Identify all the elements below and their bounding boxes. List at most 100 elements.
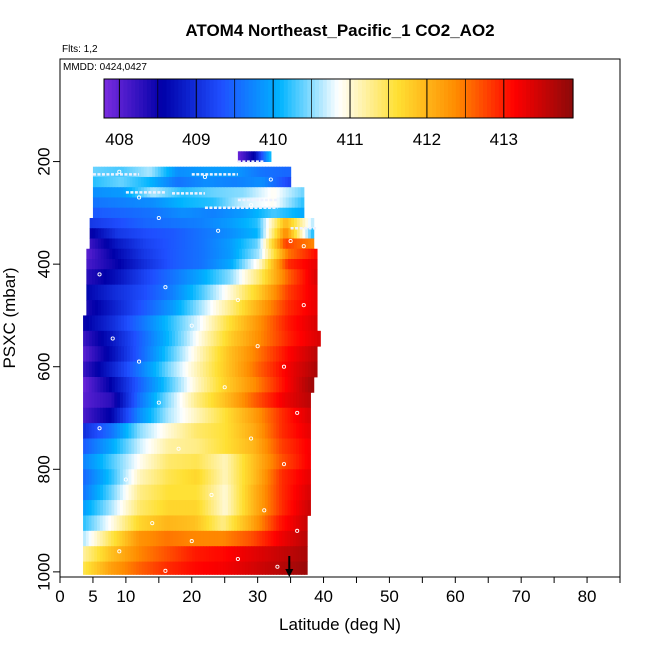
x-tick-label: 60 <box>446 587 465 606</box>
x-tick-label: 50 <box>380 587 399 606</box>
colorbar-cell <box>202 79 207 118</box>
colorbar-cell <box>464 79 469 118</box>
colorbar-cell <box>385 79 390 118</box>
colorbar-tick-label: 411 <box>336 130 363 149</box>
colorbar-cell <box>514 79 519 118</box>
colorbar-cell <box>331 79 336 118</box>
colorbar-cell <box>170 79 175 118</box>
x-tick-label: 10 <box>116 587 135 606</box>
colorbar-cell <box>534 79 539 118</box>
colorbar-cell <box>436 79 441 118</box>
heatmap-cell <box>314 362 318 378</box>
colorbar-cell <box>448 79 453 118</box>
colorbar-cell <box>127 79 132 118</box>
colorbar-cell <box>522 79 527 118</box>
y-axis: 2004006008001000 <box>35 147 61 590</box>
heatmap-cell <box>314 249 317 260</box>
colorbar-cell <box>167 79 172 118</box>
x-tick-label: 40 <box>314 587 333 606</box>
x-tick-label: 5 <box>88 587 97 606</box>
colorbar-cell <box>374 79 379 118</box>
colorbar-cell <box>530 79 535 118</box>
heatmap-cell <box>314 269 317 285</box>
colorbar-cell <box>249 79 254 118</box>
heatmap-cell <box>301 187 305 198</box>
colorbar-cell <box>163 79 168 118</box>
colorbar-cell <box>253 79 258 118</box>
colorbar-cell <box>546 79 551 118</box>
x-tick-label: 30 <box>248 587 267 606</box>
heatmap-cell <box>311 228 314 239</box>
colorbar-cell <box>542 79 547 118</box>
x-tick-label: 20 <box>182 587 201 606</box>
colorbar-cell <box>417 79 422 118</box>
colorbar-cell <box>225 79 230 118</box>
colorbar-cell <box>553 79 558 118</box>
heatmap-cell <box>308 485 311 501</box>
heatmap-cell <box>317 331 321 347</box>
x-tick-label: 70 <box>512 587 531 606</box>
heatmap-cell <box>301 208 305 219</box>
heatmap-cell <box>308 392 311 408</box>
colorbar-cell <box>370 79 375 118</box>
colorbar: 408 409 410 411 412 413 <box>104 79 574 149</box>
colorbar-cell <box>397 79 402 118</box>
colorbar-cell <box>405 79 410 118</box>
colorbar-cell <box>104 79 109 118</box>
heatmap-cell <box>311 377 314 393</box>
colorbar-cell <box>221 79 226 118</box>
colorbar-cell <box>268 79 273 118</box>
colorbar-cell <box>147 79 152 118</box>
colorbar-cell <box>186 79 191 118</box>
colorbar-cell <box>487 79 492 118</box>
colorbar-cell <box>491 79 496 118</box>
colorbar-cell <box>296 79 301 118</box>
colorbar-cell <box>421 79 426 118</box>
colorbar-cell <box>159 79 164 118</box>
colorbar-cell <box>428 79 433 118</box>
colorbar-cell <box>264 79 269 118</box>
x-axis-label: Latitude (deg N) <box>279 615 401 634</box>
flights-label: Flts: 1,2 <box>62 44 98 55</box>
colorbar-cell <box>538 79 543 118</box>
heatmap-cell <box>269 151 271 162</box>
colorbar-cell <box>315 79 320 118</box>
heatmap-cell <box>304 515 307 531</box>
colorbar-cell <box>323 79 328 118</box>
y-tick-label: 400 <box>35 250 54 278</box>
colorbar-cell <box>413 79 418 118</box>
colorbar-cell <box>178 79 183 118</box>
colorbar-cell <box>499 79 504 118</box>
colorbar-cell <box>241 79 246 118</box>
colorbar-cell <box>460 79 465 118</box>
colorbar-tick-label: 409 <box>182 130 210 149</box>
colorbar-cell <box>198 79 203 118</box>
colorbar-cell <box>276 79 281 118</box>
colorbar-cell <box>245 79 250 118</box>
colorbar-cell <box>557 79 562 118</box>
colorbar-cell <box>432 79 437 118</box>
colorbar-cell <box>206 79 211 118</box>
colorbar-cell <box>307 79 312 118</box>
colorbar-cell <box>479 79 484 118</box>
y-tick-label: 600 <box>35 353 54 381</box>
colorbar-cell <box>362 79 367 118</box>
colorbar-cell <box>139 79 144 118</box>
colorbar-cell <box>303 79 308 118</box>
x-tick-label: 0 <box>55 587 64 606</box>
x-tick-label: 80 <box>578 587 597 606</box>
colorbar-cell <box>124 79 129 118</box>
y-tick-label: 1000 <box>35 553 54 591</box>
y-axis-label: PSXC (mbar) <box>0 267 19 368</box>
colorbar-cell <box>174 79 179 118</box>
colorbar-cell <box>135 79 140 118</box>
colorbar-cell <box>507 79 512 118</box>
colorbar-tick-label: 408 <box>105 130 133 149</box>
colorbar-cell <box>210 79 215 118</box>
colorbar-cell <box>108 79 113 118</box>
heatmap-cell <box>304 562 307 575</box>
colorbar-cell <box>350 79 355 118</box>
colorbar-cell <box>550 79 555 118</box>
colorbar-cell <box>319 79 324 118</box>
heatmap-cell <box>314 259 317 270</box>
